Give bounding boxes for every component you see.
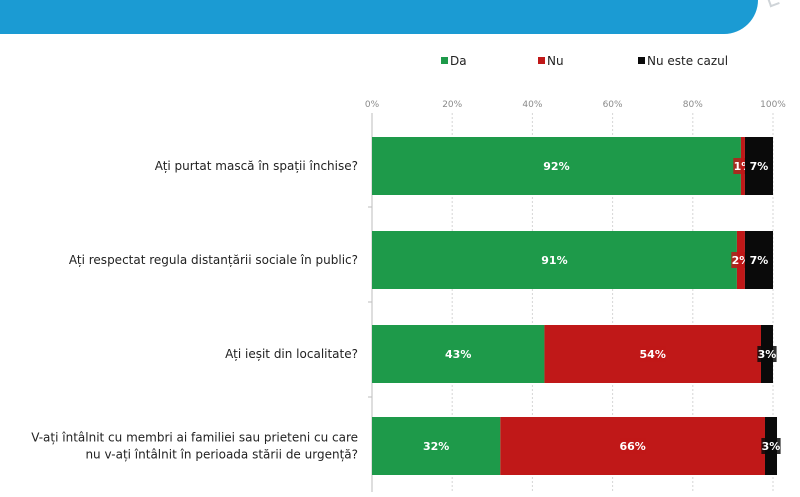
x-tick-label: 0% [365,100,380,110]
category-label: nu v-ați întâlnit în perioada stării de … [85,448,358,462]
legend-swatch [441,57,448,64]
x-tick-label: 20% [442,100,462,110]
category-label: V-ați întâlnit cu membri ai familiei sau… [31,431,358,445]
data-label: 92% [543,160,569,173]
category-labels: Ați purtat mască în spații închise? Ați r… [31,159,358,462]
data-label-box [445,346,472,362]
legend-label: Nu [547,54,564,68]
data-label-box [757,346,777,362]
legend-label: Da [450,54,467,68]
data-label: 43% [445,348,471,361]
category-label: Ați ieșit din localitate? [225,347,358,361]
data-label-box [749,158,769,174]
x-tick-label: 60% [603,100,623,110]
legend-swatch [638,57,645,64]
x-tick-label: 100% [760,100,786,110]
data-label-box [639,346,666,362]
data-label-box [761,438,781,454]
category-label: Ați respectat regula distanțării sociale… [69,253,358,267]
data-label: 7% [750,160,769,173]
data-label-box [423,438,450,454]
data-label: 54% [640,348,666,361]
data-label-box [749,252,769,268]
data-label: 32% [423,440,449,453]
data-label-box [543,158,570,174]
legend-label: Nu este cazul [647,54,728,68]
category-label: Ați purtat mască în spații închise? [155,159,358,173]
x-tick-label: 40% [522,100,542,110]
data-label: 7% [750,254,769,267]
bars: 92% 1%7%91% 2% 7%43% 54% 3%32% 66% 3% [372,137,781,475]
legend-swatch [538,57,545,64]
data-label: 66% [619,440,645,453]
data-label-box [619,438,646,454]
data-label-box [541,252,568,268]
data-label: 91% [541,254,567,267]
data-label: 3% [762,440,781,453]
data-label: 3% [758,348,777,361]
x-tick-label: 80% [683,100,703,110]
x-axis-ticks: 0% 20% 40% 60% 80% 100% [365,100,786,110]
legend: Da Nu Nu este cazul [441,54,728,68]
header-banner [0,0,758,34]
